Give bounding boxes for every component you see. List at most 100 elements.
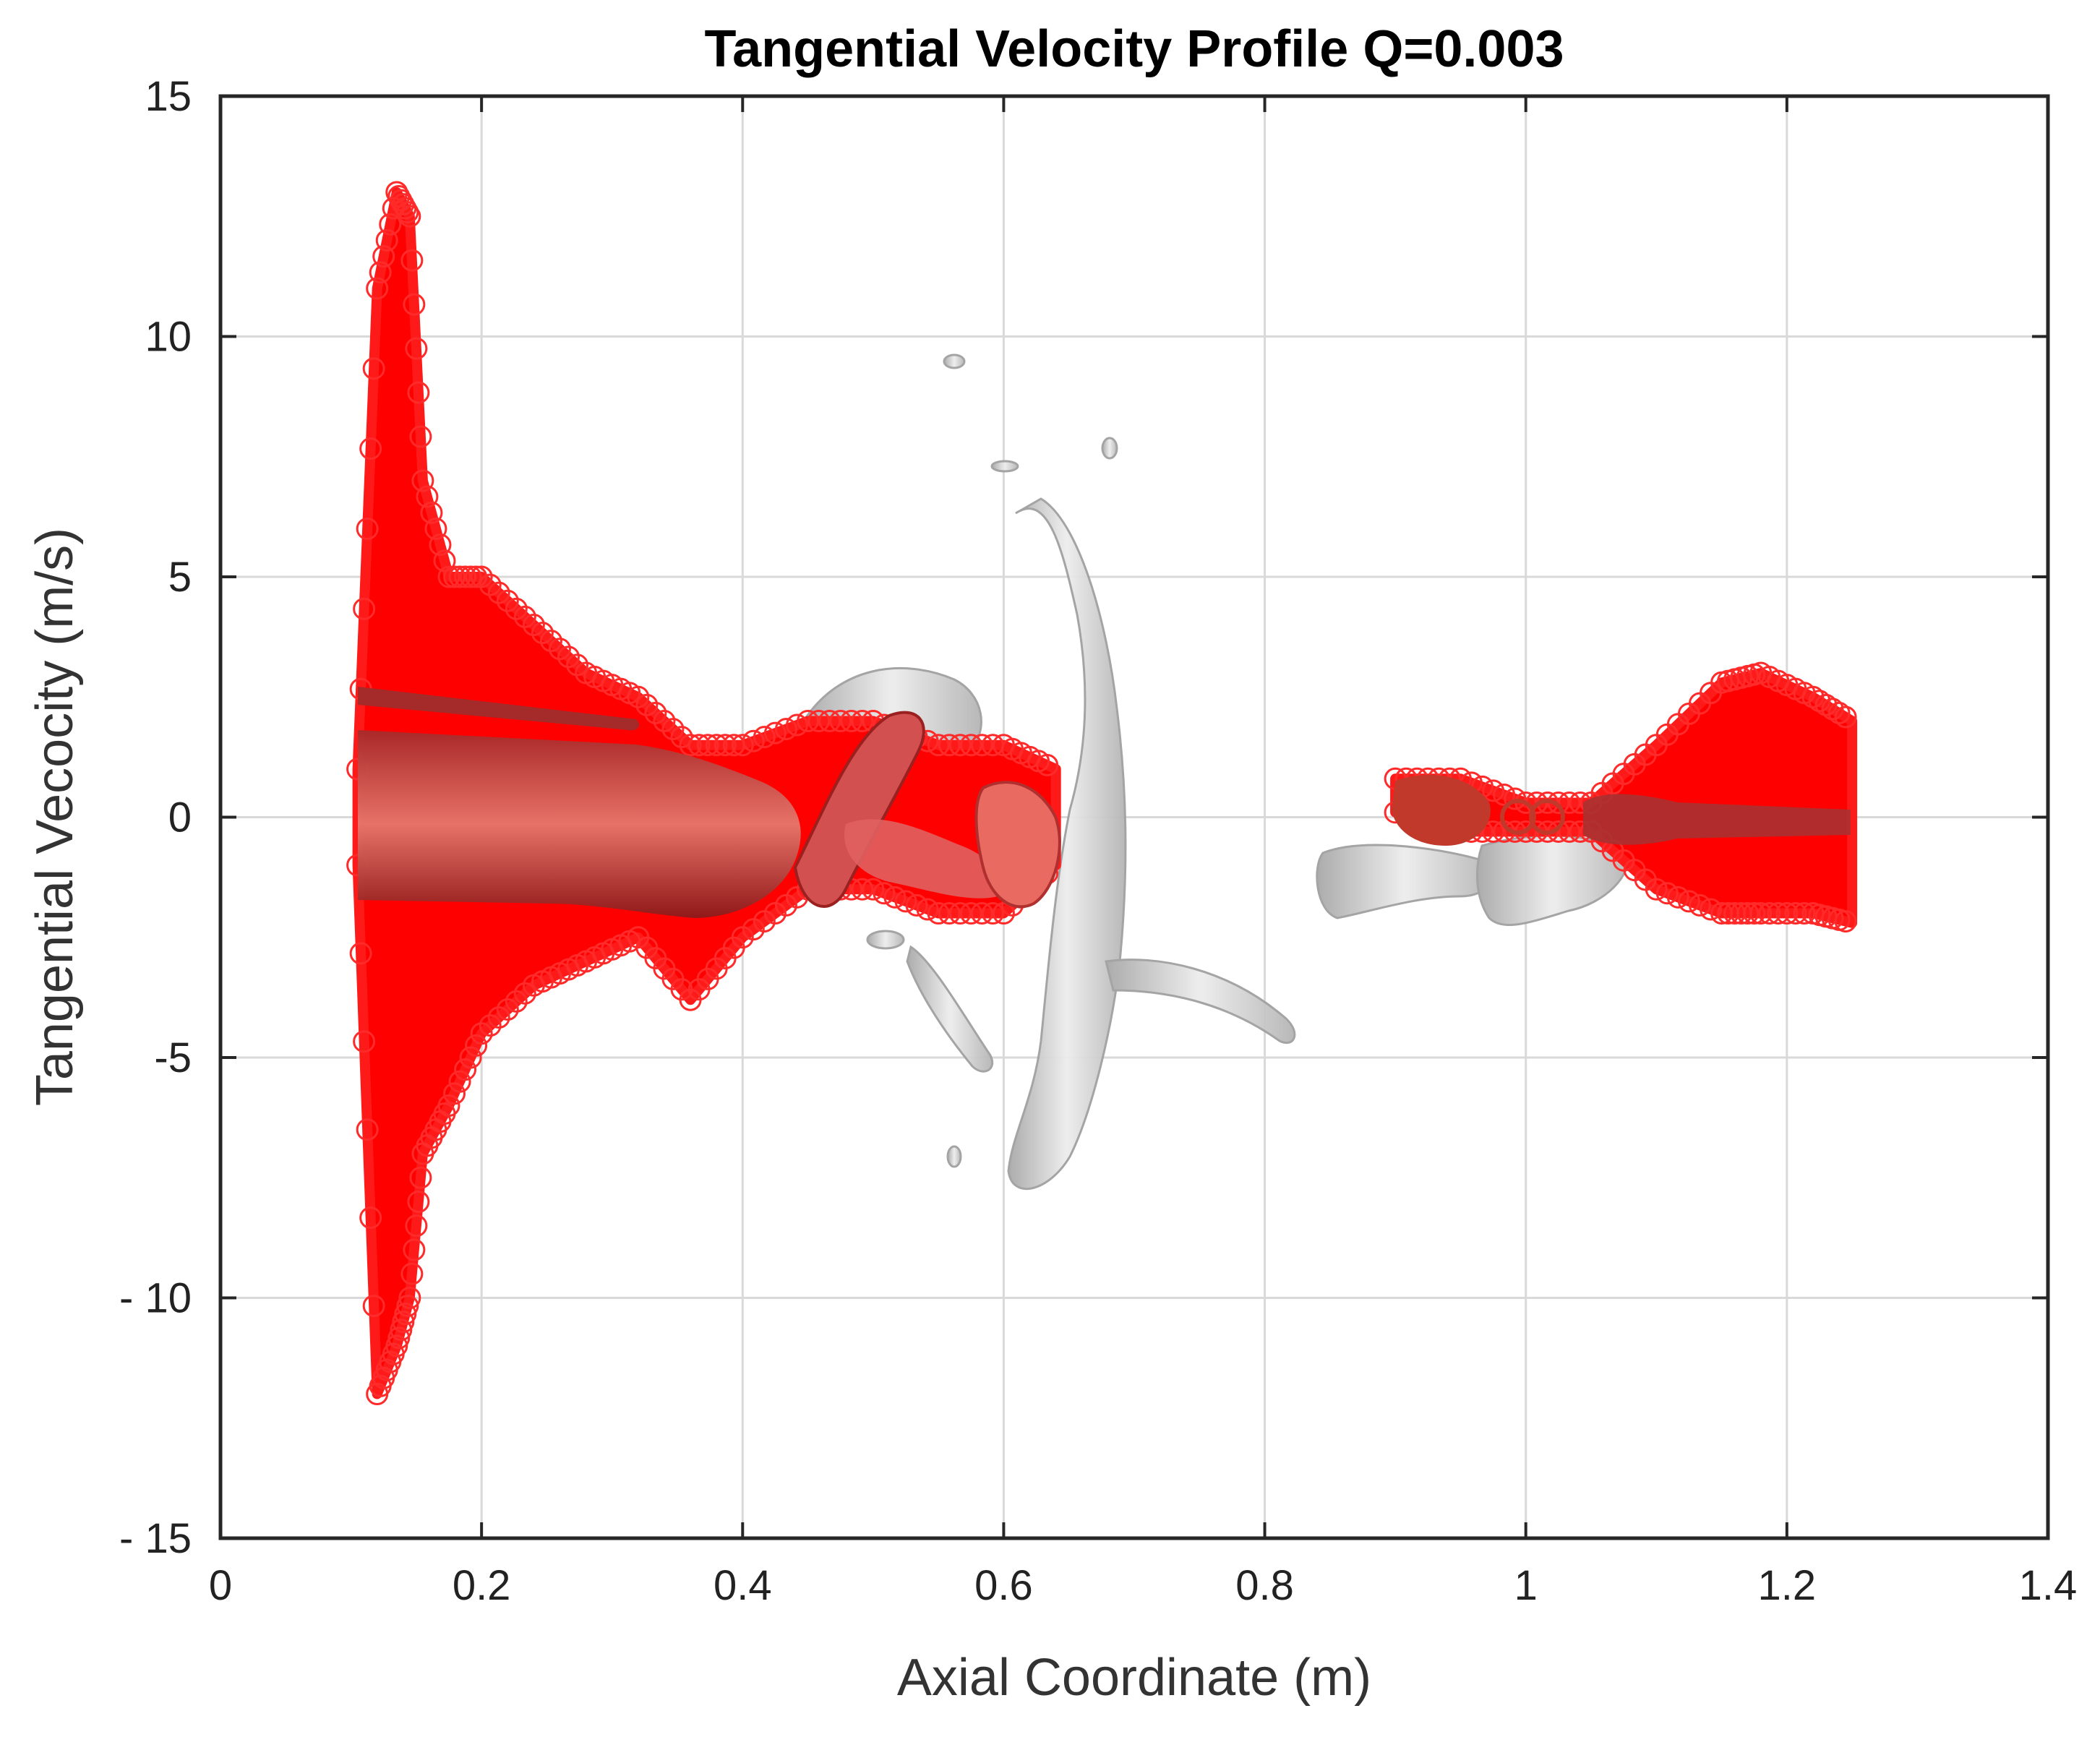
scatter-marker (505, 990, 528, 1013)
scatter-marker (405, 1214, 428, 1238)
scatter-marker (487, 1006, 510, 1029)
scatter-marker (416, 485, 439, 508)
red-vortex-isosurface (358, 687, 1851, 918)
scatter-marker (927, 734, 950, 757)
scatter-marker (753, 726, 776, 749)
scatter-marker (905, 893, 928, 917)
y-tick-label: 15 (145, 73, 192, 120)
scatter-marker (531, 622, 554, 645)
scatter-marker (1036, 753, 1059, 776)
scatter-marker (1834, 910, 1857, 933)
y-tick-label: 0 (168, 794, 192, 841)
scatter-marker (479, 573, 502, 596)
scatter-marker (349, 942, 372, 965)
scatter-marker (372, 245, 395, 268)
scatter-marker (797, 710, 820, 732)
y-tick-labels: - 15 - 10 -5 0 5 10 15 (119, 73, 192, 1562)
scatter-marker (409, 1166, 432, 1189)
scatter-marker (470, 565, 493, 588)
scatter-marker (1482, 779, 1505, 802)
scatter-marker (470, 1022, 493, 1045)
x-tick-label: 0 (209, 1562, 232, 1609)
scatter-marker (1749, 902, 1773, 925)
x-tick-label: 0.8 (1235, 1562, 1294, 1609)
scatter-marker (840, 710, 863, 732)
scatter-marker (1801, 685, 1825, 708)
scatter-marker (407, 1191, 430, 1213)
scatter-marker (448, 1070, 471, 1093)
scatter-marker (479, 1014, 502, 1037)
scatter-marker (696, 734, 719, 757)
scatter-marker (948, 734, 972, 757)
scatter-marker (873, 882, 896, 905)
y-tick-label: - 10 (119, 1275, 192, 1322)
scatter-marker (1645, 878, 1668, 901)
x-tick-labels: 0 0.2 0.4 0.6 0.8 1 1.2 1.4 (209, 1562, 2077, 1609)
scatter-marker (385, 1334, 408, 1358)
scatter-marker (763, 721, 787, 745)
scatter-marker (369, 261, 392, 284)
x-axis-label: Axial Coordinate (m) (897, 1649, 1371, 1707)
scatter-marker (644, 701, 667, 724)
scatter-marker (774, 718, 797, 741)
scatter-marker (1493, 783, 1516, 806)
scatter-marker (1821, 698, 1844, 721)
x-tick-label: 1.2 (1758, 1562, 1817, 1609)
scatter-marker (653, 710, 676, 732)
scatter-marker (566, 653, 589, 677)
scatter-marker (1814, 693, 1838, 716)
scatter-marker (992, 902, 1015, 925)
scatter-marker (1793, 902, 1816, 925)
scatter-marker (362, 357, 385, 380)
chart-title: Tangential Velocity Profile Q=0.003 (704, 20, 1564, 78)
scatter-marker (1700, 898, 1723, 921)
scatter-marker (522, 614, 545, 636)
scatter-marker (1558, 820, 1581, 843)
scatter-marker (465, 1034, 488, 1057)
x-tick-label: 1 (1514, 1562, 1538, 1609)
scatter-marker (916, 898, 939, 921)
scatter-marker (1743, 902, 1766, 925)
scatter-marker (429, 533, 452, 557)
scatter-marker (359, 1206, 382, 1230)
scatter-marker (661, 718, 685, 741)
scatter-marker (829, 710, 852, 732)
scatter-marker (981, 902, 1004, 925)
scatter-marker (970, 902, 993, 925)
scatter-marker (403, 1238, 426, 1261)
scatter-marker (938, 902, 961, 925)
scatter-marker (959, 902, 982, 925)
scatter-marker (1775, 902, 1799, 925)
scatter-marker (539, 630, 562, 653)
scatter-marker (433, 549, 456, 572)
scatter-marker (713, 734, 737, 757)
scatter-marker (513, 605, 536, 628)
scatter-marker (407, 381, 430, 404)
scatter-marker (396, 201, 419, 224)
axis-ticks (219, 95, 2049, 1540)
scatter-marker (970, 734, 993, 757)
scatter-marker (454, 565, 477, 588)
scatter-marker (862, 878, 885, 901)
scatter-marker (927, 902, 950, 925)
scatter-marker (1758, 902, 1781, 925)
scatter-marker (379, 213, 402, 236)
scatter-marker (454, 1058, 477, 1081)
scatter-marker (353, 1030, 376, 1053)
scatter-marker (1834, 705, 1857, 729)
scatter-marker (883, 885, 907, 909)
scatter-marker (405, 337, 428, 360)
scatter-marker (807, 710, 831, 732)
scatter-marker (359, 437, 382, 460)
scatter-marker (398, 205, 421, 228)
scatter-marker (420, 501, 443, 524)
scatter-marker (635, 693, 659, 716)
scatter-marker (396, 1295, 419, 1318)
scatter-marker (894, 890, 917, 913)
scatter-marker (496, 998, 519, 1021)
scatter-marker (448, 565, 471, 588)
scatter-marker (948, 902, 972, 925)
scatter-marker (742, 729, 765, 752)
scatter-marker (1808, 690, 1831, 713)
